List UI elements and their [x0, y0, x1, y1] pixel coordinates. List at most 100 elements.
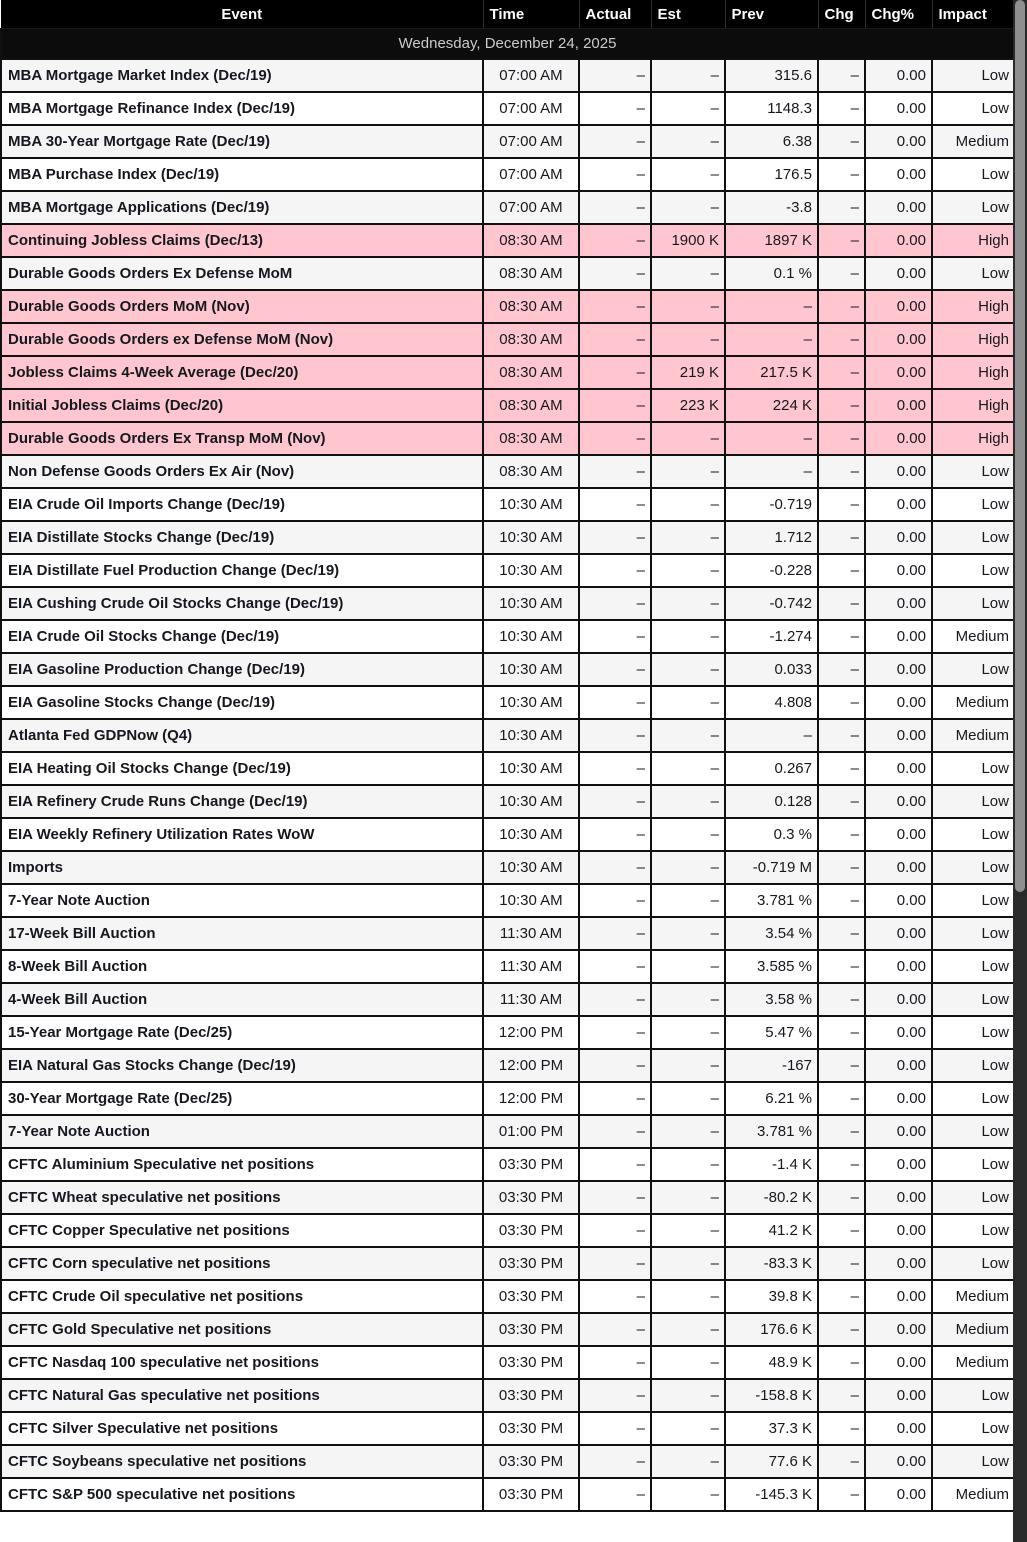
- cell-impact: Low: [931, 1246, 1013, 1281]
- event-row[interactable]: Initial Jobless Claims (Dec/20) 08:30 AM –…: [0, 388, 1013, 423]
- event-row[interactable]: CFTC S&P 500 speculative net positions 03…: [0, 1477, 1013, 1512]
- event-row[interactable]: CFTC Crude Oil speculative net positions…: [0, 1279, 1013, 1314]
- cell-chg-pct: 0.00: [864, 1444, 933, 1479]
- event-row[interactable]: EIA Gasoline Stocks Change (Dec/19) 10:30…: [0, 685, 1013, 720]
- cell-est: –: [650, 1180, 726, 1215]
- cell-time: 10:30 AM: [482, 817, 580, 852]
- event-row[interactable]: 30-Year Mortgage Rate (Dec/25) 12:00 PM – –…: [0, 1081, 1013, 1116]
- cell-actual: –: [578, 454, 652, 489]
- cell-chg-pct: 0.00: [864, 652, 933, 687]
- event-row[interactable]: Durable Goods Orders MoM (Nov) 08:30 AM – –…: [0, 289, 1013, 324]
- cell-impact: High: [931, 289, 1013, 324]
- event-row[interactable]: 8-Week Bill Auction 11:30 AM – –3.585 % –0.0…: [0, 949, 1013, 984]
- cell-actual: –: [578, 1147, 652, 1182]
- event-row[interactable]: Non Defense Goods Orders Ex Air (Nov) 08:…: [0, 454, 1013, 489]
- cell-event: CFTC Aluminium Speculative net positions: [0, 1147, 484, 1182]
- cell-actual: –: [578, 91, 652, 126]
- cell-impact: Low: [931, 1081, 1013, 1116]
- event-row[interactable]: Continuing Jobless Claims (Dec/13) 08:30 …: [0, 223, 1013, 258]
- event-row[interactable]: EIA Cushing Crude Oil Stocks Change (Dec…: [0, 586, 1013, 621]
- event-row[interactable]: CFTC Soybeans speculative net positions 0…: [0, 1444, 1013, 1479]
- cell-chg-pct: 0.00: [864, 520, 933, 555]
- event-row[interactable]: 17-Week Bill Auction 11:30 AM – –3.54 % –0.0…: [0, 916, 1013, 951]
- cell-time: 11:30 AM: [482, 949, 580, 984]
- cell-est: –: [650, 454, 726, 489]
- event-row[interactable]: MBA Mortgage Applications (Dec/19) 07:00 …: [0, 190, 1013, 225]
- event-row[interactable]: Imports 10:30 AM – – -0.719 M –0.00 Low: [0, 850, 1013, 885]
- cell-chg-pct: 0.00: [864, 1411, 933, 1446]
- cell-prev: 3.54 %: [724, 916, 819, 951]
- cell-actual: –: [578, 817, 652, 852]
- event-row[interactable]: EIA Crude Oil Stocks Change (Dec/19) 10:3…: [0, 619, 1013, 654]
- event-row[interactable]: Jobless Claims 4-Week Average (Dec/20) 08…: [0, 355, 1013, 390]
- event-row[interactable]: CFTC Copper Speculative net positions 03:…: [0, 1213, 1013, 1248]
- cell-chg: –: [817, 586, 866, 621]
- cell-chg-pct: 0.00: [864, 388, 933, 423]
- cell-event: CFTC Crude Oil speculative net positions: [0, 1279, 484, 1314]
- column-header-time: Time: [483, 0, 580, 29]
- cell-chg: –: [817, 190, 866, 225]
- cell-chg-pct: 0.00: [864, 916, 933, 951]
- cell-prev: 6.21 %: [724, 1081, 819, 1116]
- cell-prev: 37.3 K: [724, 1411, 819, 1446]
- event-row[interactable]: 15-Year Mortgage Rate (Dec/25) 12:00 PM – –…: [0, 1015, 1013, 1050]
- event-row[interactable]: EIA Heating Oil Stocks Change (Dec/19) 10…: [0, 751, 1013, 786]
- cell-impact: Low: [931, 190, 1013, 225]
- cell-est: –: [650, 1378, 726, 1413]
- cell-est: –: [650, 1147, 726, 1182]
- event-row[interactable]: 4-Week Bill Auction 11:30 AM – –3.58 % –0.00…: [0, 982, 1013, 1017]
- column-header-chg: Chg: [818, 0, 866, 29]
- event-row[interactable]: CFTC Silver Speculative net positions 03:…: [0, 1411, 1013, 1446]
- cell-time: 03:30 PM: [482, 1378, 580, 1413]
- cell-est: –: [650, 553, 726, 588]
- event-row[interactable]: CFTC Corn speculative net positions 03:30…: [0, 1246, 1013, 1281]
- event-row[interactable]: Durable Goods Orders ex Defense MoM (Nov…: [0, 322, 1013, 357]
- cell-event: Imports: [0, 850, 484, 885]
- event-row[interactable]: EIA Natural Gas Stocks Change (Dec/19) 12…: [0, 1048, 1013, 1083]
- cell-actual: –: [578, 322, 652, 357]
- cell-prev: 3.781 %: [724, 1114, 819, 1149]
- cell-chg-pct: 0.00: [864, 1378, 933, 1413]
- event-row[interactable]: CFTC Gold Speculative net positions 03:30…: [0, 1312, 1013, 1347]
- event-row[interactable]: EIA Distillate Stocks Change (Dec/19) 10:…: [0, 520, 1013, 555]
- cell-impact: Low: [931, 1015, 1013, 1050]
- event-row[interactable]: EIA Crude Oil Imports Change (Dec/19) 10:…: [0, 487, 1013, 522]
- event-row[interactable]: Durable Goods Orders Ex Transp MoM (Nov)…: [0, 421, 1013, 456]
- column-header-row: Event Time Actual Est Prev Chg Chg% Impa…: [1, 0, 1013, 29]
- event-row[interactable]: CFTC Aluminium Speculative net positions…: [0, 1147, 1013, 1182]
- event-row[interactable]: CFTC Natural Gas speculative net positio…: [0, 1378, 1013, 1413]
- cell-prev: -3.8: [724, 190, 819, 225]
- cell-prev: -1.274: [724, 619, 819, 654]
- vertical-scrollbar[interactable]: [1013, 0, 1027, 1542]
- cell-est: –: [650, 1213, 726, 1248]
- event-row[interactable]: Atlanta Fed GDPNow (Q4) 10:30 AM – – – –0.00 M…: [0, 718, 1013, 753]
- event-row[interactable]: MBA Mortgage Market Index (Dec/19) 07:00 …: [0, 58, 1013, 93]
- event-row[interactable]: EIA Gasoline Production Change (Dec/19) 1…: [0, 652, 1013, 687]
- cell-chg: –: [817, 58, 866, 93]
- event-row[interactable]: CFTC Wheat speculative net positions 03:3…: [0, 1180, 1013, 1215]
- event-row[interactable]: MBA Purchase Index (Dec/19) 07:00 AM – –176…: [0, 157, 1013, 192]
- cell-time: 03:30 PM: [482, 1246, 580, 1281]
- cell-chg: –: [817, 322, 866, 357]
- event-row[interactable]: 7-Year Note Auction 01:00 PM – –3.781 % –0.0…: [0, 1114, 1013, 1149]
- event-row[interactable]: EIA Refinery Crude Runs Change (Dec/19) 1…: [0, 784, 1013, 819]
- cell-impact: High: [931, 223, 1013, 258]
- cell-chg: –: [817, 1048, 866, 1083]
- event-row[interactable]: CFTC Nasdaq 100 speculative net position…: [0, 1345, 1013, 1380]
- event-row[interactable]: EIA Distillate Fuel Production Change (D…: [0, 553, 1013, 588]
- event-row[interactable]: Durable Goods Orders Ex Defense MoM 08:30…: [0, 256, 1013, 291]
- cell-time: 07:00 AM: [482, 124, 580, 159]
- event-row[interactable]: EIA Weekly Refinery Utilization Rates Wo…: [0, 817, 1013, 852]
- scrollbar-thumb[interactable]: [1015, 0, 1025, 892]
- cell-impact: Low: [931, 1378, 1013, 1413]
- event-row[interactable]: 7-Year Note Auction 10:30 AM – –3.781 % –0.0…: [0, 883, 1013, 918]
- cell-chg-pct: 0.00: [864, 355, 933, 390]
- cell-time: 10:30 AM: [482, 850, 580, 885]
- event-row[interactable]: MBA Mortgage Refinance Index (Dec/19) 07:…: [0, 91, 1013, 126]
- cell-time: 10:30 AM: [482, 751, 580, 786]
- event-row[interactable]: MBA 30-Year Mortgage Rate (Dec/19) 07:00 …: [0, 124, 1013, 159]
- cell-time: 08:30 AM: [482, 256, 580, 291]
- cell-chg: –: [817, 1312, 866, 1347]
- cell-time: 10:30 AM: [482, 784, 580, 819]
- date-separator-row: Wednesday, December 24, 2025: [0, 28, 1013, 60]
